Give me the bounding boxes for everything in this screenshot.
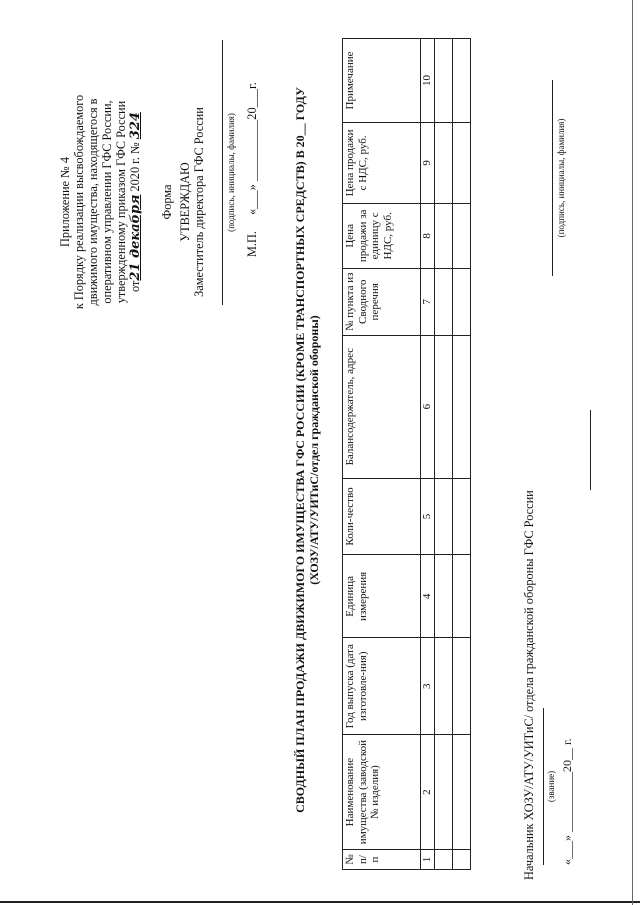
table-cell[interactable]: [452, 637, 470, 735]
table-cell[interactable]: [452, 203, 470, 269]
footer-signature-line: [552, 80, 553, 276]
column-number: 4: [420, 554, 434, 638]
approval-date: «___» __________20___г.: [245, 82, 259, 215]
footer-extra-line: [590, 410, 591, 490]
column-number: 1: [420, 849, 434, 870]
form-label: Форма: [160, 184, 174, 220]
column-header: Коли-чество: [342, 478, 421, 555]
handwritten-order-date: 21 декабря: [128, 194, 143, 281]
table-cell[interactable]: [434, 554, 452, 638]
approval-signature-line: [222, 40, 223, 305]
table-cell[interactable]: [434, 122, 452, 204]
table-row: [452, 38, 470, 870]
column-header: Балансодержатель, адрес: [342, 335, 421, 479]
table-header-row: № п/п Наименование имущества (заводской …: [342, 38, 421, 870]
scan-edge-line: [0, 901, 640, 903]
column-header: № п/п: [342, 849, 421, 870]
column-header: Год выпуска (дата изготовле-ния): [342, 637, 421, 735]
table-cell[interactable]: [452, 478, 470, 555]
footer-date: «___» __________20__ г.: [560, 738, 574, 865]
footer-signature-caption: (подпись, инициалы, фамилия): [556, 118, 566, 238]
table-cell[interactable]: [452, 268, 470, 336]
table-cell[interactable]: [434, 335, 452, 479]
column-header: Наименование имущества (заводской № изде…: [342, 734, 421, 850]
column-number: 7: [420, 268, 434, 336]
column-number: 9: [420, 122, 434, 204]
appendix-block: Приложение № 4 к Порядку реализации высв…: [58, 67, 143, 337]
table-cell[interactable]: [434, 637, 452, 735]
rank-caption: (звание): [546, 770, 556, 803]
column-number: 10: [420, 38, 434, 123]
appendix-line: движимого имущества, находящегося в: [86, 98, 100, 306]
order-prefix: от: [128, 280, 142, 292]
column-number-row: 1 2 3 4 5 6 7 8 9 10: [420, 38, 434, 870]
column-number: 6: [420, 335, 434, 479]
handwritten-order-number: 324: [128, 112, 143, 140]
table-cell[interactable]: [434, 268, 452, 336]
column-number: 2: [420, 734, 434, 850]
scan-edge-line: [632, 0, 633, 905]
table-cell[interactable]: [434, 478, 452, 555]
table-cell[interactable]: [452, 849, 470, 870]
sales-plan-table: № п/п Наименование имущества (заводской …: [342, 38, 471, 870]
approval-signature-caption: (подпись, инициалы, фамилия): [226, 113, 236, 232]
column-header: Единица измерения: [342, 554, 421, 638]
appendix-line: утвержденному приказом ГФС России: [114, 100, 128, 304]
table-cell[interactable]: [434, 849, 452, 870]
table-cell[interactable]: [434, 734, 452, 850]
document-subtitle: (ХОЗУ/АТУ/УИТиС/отдел гражданской оборон…: [307, 315, 321, 585]
document-title: СВОДНЫЙ ПЛАН ПРОДАЖИ ДВИЖИМОГО ИМУЩЕСТВА…: [293, 87, 307, 813]
table-cell[interactable]: [452, 38, 470, 123]
table-cell[interactable]: [452, 122, 470, 204]
table-cell[interactable]: [452, 734, 470, 850]
seal-label: М.П.: [245, 231, 259, 257]
table-cell[interactable]: [452, 554, 470, 638]
column-number: 3: [420, 637, 434, 735]
table-cell[interactable]: [452, 335, 470, 479]
approval-position: Заместитель директора ГФС России: [192, 107, 206, 297]
order-year: 2020 г. №: [128, 142, 142, 192]
column-number: 5: [420, 478, 434, 555]
table-cell[interactable]: [434, 203, 452, 269]
order-line: от21 декабря 2020 г. № 324: [128, 67, 143, 337]
table-row: [434, 38, 452, 870]
appendix-title: Приложение № 4: [58, 156, 72, 248]
approval-heading: УТВЕРЖДАЮ: [178, 162, 192, 242]
appendix-line: оперативном управлении ГФС России,: [100, 100, 114, 304]
table-cell[interactable]: [434, 38, 452, 123]
footer-position: Начальник ХОЗУ/АТУ/УИТиС/ отдела граждан…: [522, 490, 536, 880]
rank-line: [543, 708, 544, 865]
column-header: Цена продажи с НДС, руб.: [342, 122, 421, 204]
column-header: Примечание: [342, 38, 421, 123]
column-header: № пункта из Сводного перечня: [342, 268, 421, 336]
column-header: Цена продажи за единицу с НДС, руб.: [342, 203, 421, 269]
column-number: 8: [420, 203, 434, 269]
appendix-line: к Порядку реализации высвобождаемого: [72, 94, 86, 310]
